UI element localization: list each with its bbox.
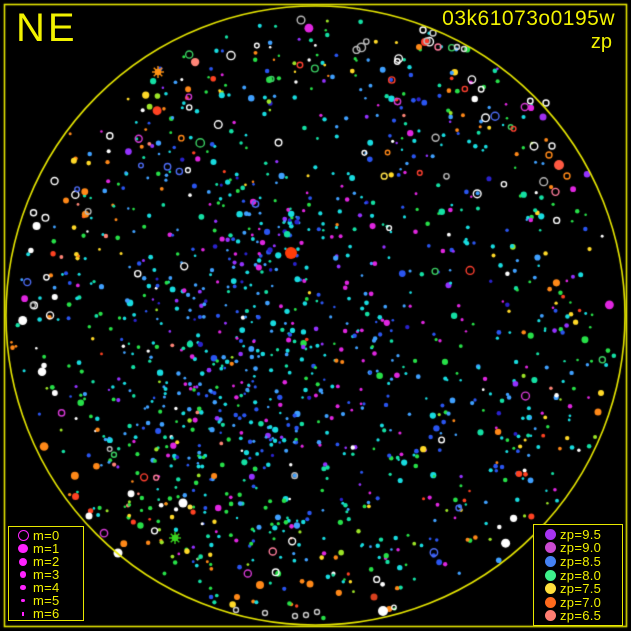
- filled-circle-icon: [21, 598, 25, 603]
- legend-row: zp=9.0: [540, 541, 622, 554]
- color-swatch-icon: [544, 596, 556, 608]
- legend-row: zp=6.5: [540, 609, 622, 622]
- legend-label: zp=6.5: [560, 608, 602, 624]
- color-code-label: zp: [590, 31, 612, 53]
- legend-label: zp=8.5: [560, 553, 602, 569]
- legend-symbol: [13, 557, 33, 566]
- legend-symbol: [540, 555, 560, 567]
- legend-row: zp=8.5: [540, 555, 622, 568]
- zeropoint-legend: zp=9.5 zp=9.0 zp=8.5 zp=8.0 zp=7.5 zp=7.0 zp=6…: [533, 524, 623, 626]
- color-swatch-icon: [544, 583, 556, 595]
- orientation-label: NE: [16, 6, 78, 50]
- filled-circle-icon: [20, 584, 26, 591]
- legend-symbol: [13, 530, 33, 541]
- filled-circle-icon: [18, 543, 28, 554]
- legend-row: zp=7.5: [540, 582, 622, 595]
- legend-symbol: [13, 598, 33, 603]
- legend-label: m=6: [33, 606, 60, 621]
- legend-label: m=1: [33, 541, 60, 556]
- plot-title: 03k61073o0195w: [442, 7, 615, 30]
- legend-row: zp=7.0: [540, 596, 622, 609]
- legend-label: m=4: [33, 580, 60, 595]
- legend-symbol: [540, 542, 560, 554]
- legend-label: zp=9.5: [560, 526, 602, 542]
- legend-row: m=5: [13, 594, 83, 607]
- legend-symbol: [13, 584, 33, 591]
- legend-symbol: [13, 611, 33, 616]
- legend-row: zp=8.0: [540, 569, 622, 582]
- legend-symbol: [540, 610, 560, 622]
- tiny-dot-icon: [22, 611, 24, 616]
- legend-row: m=6: [13, 607, 83, 620]
- color-swatch-icon: [544, 555, 556, 567]
- legend-row: m=2: [13, 555, 83, 568]
- legend-row: m=4: [13, 581, 83, 594]
- legend-symbol: [13, 571, 33, 578]
- legend-label: m=0: [33, 528, 60, 543]
- legend-symbol: [540, 596, 560, 608]
- legend-symbol: [13, 543, 33, 554]
- color-swatch-icon: [544, 569, 556, 581]
- legend-row: zp=9.5: [540, 528, 622, 541]
- legend-label: zp=9.0: [560, 540, 602, 556]
- filled-circle-icon: [19, 557, 27, 566]
- legend-label: zp=7.5: [560, 581, 602, 597]
- color-swatch-icon: [544, 542, 556, 554]
- legend-label: zp=8.0: [560, 567, 602, 583]
- legend-symbol: [540, 583, 560, 595]
- legend-label: m=3: [33, 567, 60, 582]
- legend-row: m=1: [13, 542, 83, 555]
- color-swatch-icon: [544, 610, 556, 622]
- legend-row: m=3: [13, 568, 83, 581]
- legend-label: m=5: [33, 593, 60, 608]
- magnitude-legend: m=0 m=1 m=2 m=3 m=4 m=5 m=6: [8, 526, 84, 621]
- legend-label: m=2: [33, 554, 60, 569]
- legend-row: m=0: [13, 529, 83, 542]
- legend-symbol: [540, 528, 560, 540]
- legend-symbol: [540, 569, 560, 581]
- legend-label: zp=7.0: [560, 594, 602, 610]
- open-circle-icon: [17, 530, 29, 541]
- filled-circle-icon: [19, 571, 27, 578]
- color-swatch-icon: [544, 528, 556, 540]
